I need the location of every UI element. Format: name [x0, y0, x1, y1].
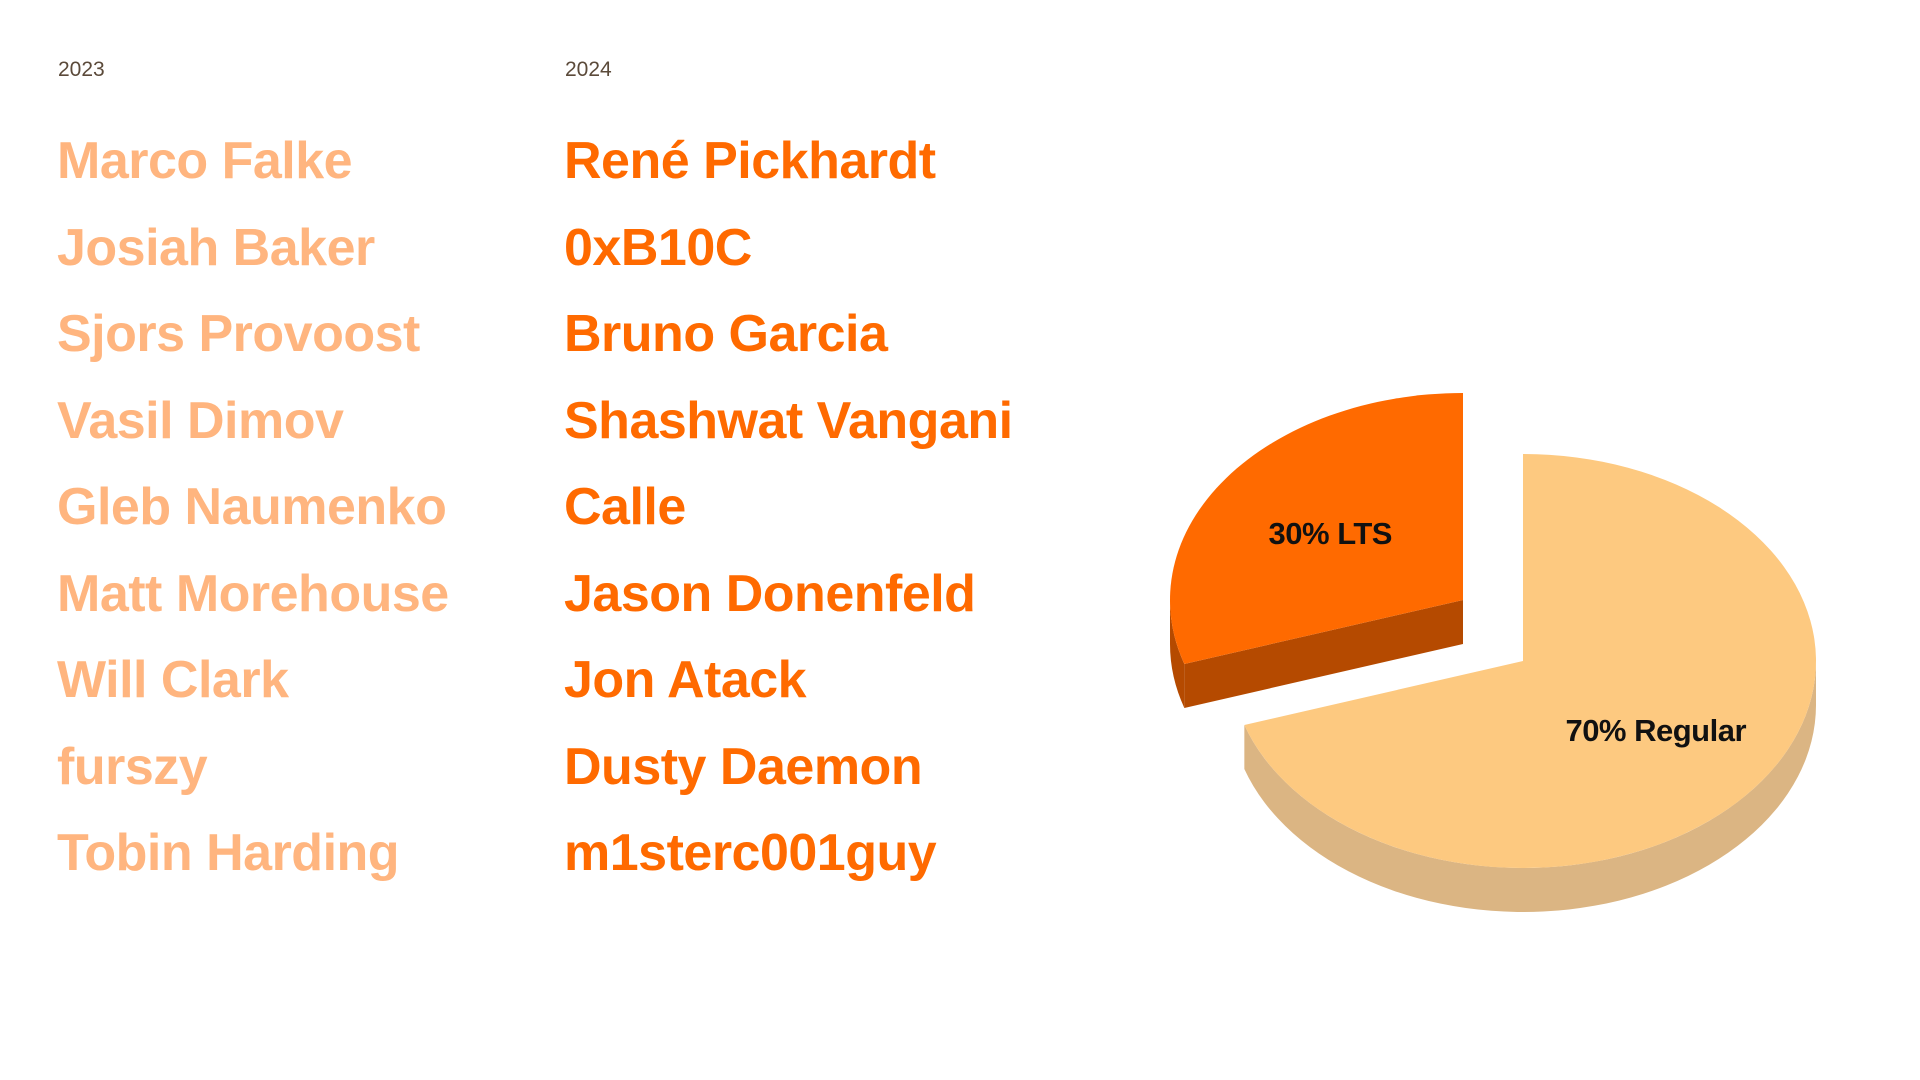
list-item: Sjors Provoost: [57, 305, 420, 363]
list-item: Bruno Garcia: [564, 305, 888, 363]
list-item: René Pickhardt: [564, 132, 936, 190]
list-item: Calle: [564, 478, 686, 536]
list-item: Jon Atack: [564, 651, 807, 709]
pie-slice-1: [1170, 393, 1463, 664]
list-item: Josiah Baker: [57, 218, 375, 277]
names-2023-list: Marco Falke Josiah Baker Sjors Provoost …: [57, 118, 449, 897]
list-item: Will Clark: [57, 651, 289, 709]
list-item: Dusty Daemon: [564, 737, 923, 796]
pie-slice-label-0: 70% Regular: [1565, 713, 1746, 748]
year-2023-label: 2023: [58, 58, 105, 81]
pie-slice-label-1: 30% LTS: [1269, 516, 1392, 551]
pie-slice-side-0: [1244, 661, 1816, 912]
list-item: Matt Morehouse: [57, 564, 449, 623]
pie-slice-side-1: [1184, 600, 1463, 708]
year-2024-label: 2024: [565, 58, 612, 81]
list-item: Gleb Naumenko: [57, 478, 447, 536]
list-item: m1sterc001guy: [564, 824, 937, 882]
list-item: Shashwat Vangani: [564, 391, 1013, 450]
list-item: Vasil Dimov: [57, 391, 344, 450]
list-item: Jason Donenfeld: [564, 564, 976, 623]
list-item: furszy: [57, 737, 208, 796]
pie-slice-side-1: [1170, 600, 1185, 708]
pie-slice-0: [1244, 454, 1817, 868]
list-item: 0xB10C: [564, 218, 752, 277]
list-item: Marco Falke: [57, 132, 353, 190]
list-item: Tobin Harding: [57, 824, 400, 882]
names-2024-list: René Pickhardt 0xB10C Bruno Garcia Shash…: [564, 118, 1013, 897]
